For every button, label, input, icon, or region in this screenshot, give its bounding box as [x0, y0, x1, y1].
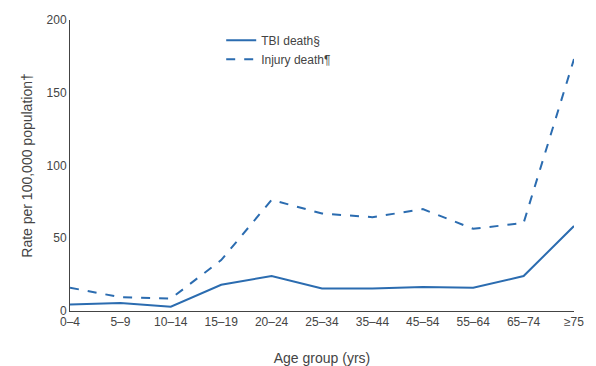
svg-text:25–34: 25–34	[305, 315, 339, 329]
svg-text:0: 0	[60, 304, 67, 318]
svg-text:65–74: 65–74	[507, 315, 541, 329]
svg-text:TBI death§: TBI death§	[261, 34, 320, 48]
svg-text:0–4: 0–4	[60, 315, 80, 329]
svg-text:5–9: 5–9	[110, 315, 130, 329]
svg-text:200: 200	[47, 13, 67, 27]
svg-text:150: 150	[47, 86, 67, 100]
svg-text:20–24: 20–24	[255, 315, 289, 329]
svg-text:≥75: ≥75	[564, 315, 584, 329]
svg-text:15–19: 15–19	[205, 315, 239, 329]
svg-text:10–14: 10–14	[154, 315, 188, 329]
svg-text:50: 50	[53, 231, 67, 245]
svg-text:Rate per 100,000 population†: Rate per 100,000 population†	[19, 73, 35, 257]
svg-text:55–64: 55–64	[457, 315, 491, 329]
svg-text:100: 100	[47, 159, 67, 173]
svg-text:Age group (yrs): Age group (yrs)	[274, 350, 370, 366]
svg-text:Injury death¶: Injury death¶	[261, 53, 330, 67]
svg-text:35–44: 35–44	[356, 315, 390, 329]
svg-text:45–54: 45–54	[406, 315, 440, 329]
